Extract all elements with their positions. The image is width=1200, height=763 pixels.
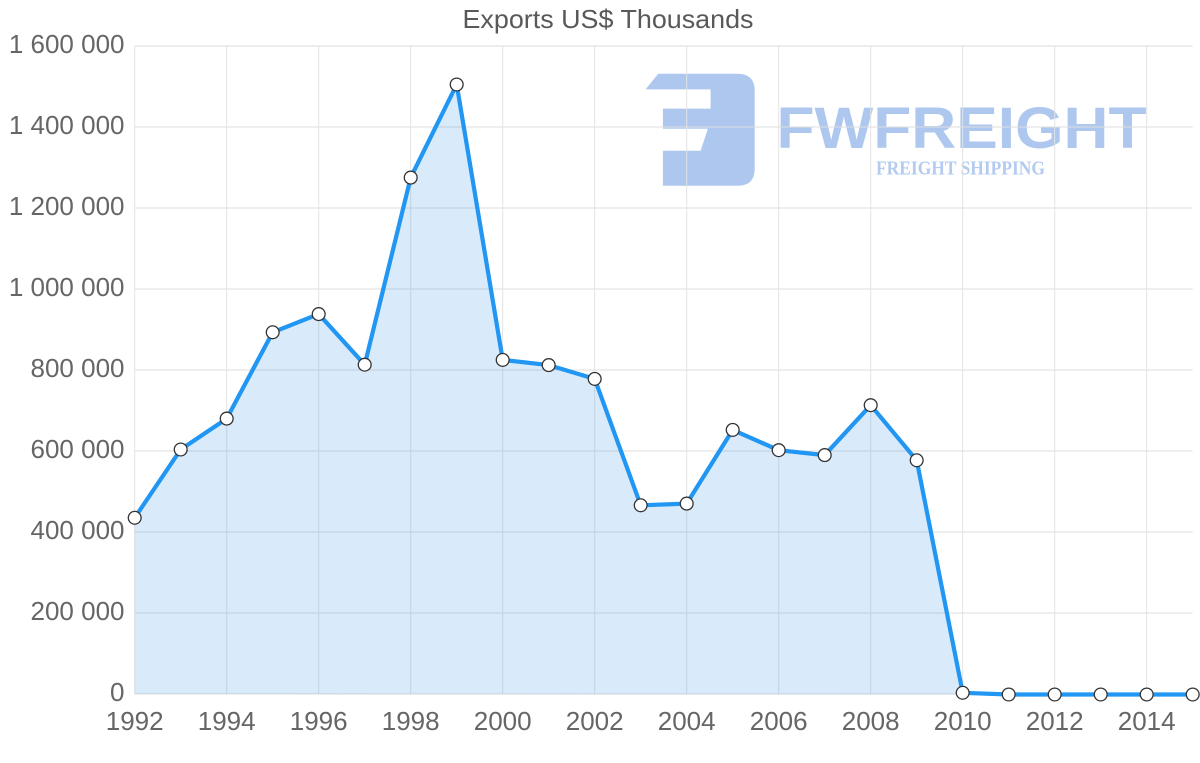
- svg-text:2000: 2000: [474, 706, 532, 736]
- svg-text:1 000 000: 1 000 000: [9, 272, 125, 302]
- svg-text:FWFREIGHT: FWFREIGHT: [777, 96, 1147, 161]
- svg-text:1 200 000: 1 200 000: [9, 191, 125, 221]
- svg-text:1 600 000: 1 600 000: [9, 29, 125, 59]
- svg-text:200 000: 200 000: [31, 596, 125, 626]
- svg-text:1 400 000: 1 400 000: [9, 110, 125, 140]
- svg-text:400 000: 400 000: [31, 515, 125, 545]
- svg-text:1992: 1992: [106, 706, 164, 736]
- svg-text:2002: 2002: [566, 706, 624, 736]
- svg-text:Exports US$ Thousands: Exports US$ Thousands: [463, 4, 754, 34]
- svg-text:2008: 2008: [842, 706, 900, 736]
- svg-text:2012: 2012: [1026, 706, 1084, 736]
- svg-text:600 000: 600 000: [31, 434, 125, 464]
- svg-text:2004: 2004: [658, 706, 716, 736]
- svg-text:1994: 1994: [198, 706, 256, 736]
- svg-text:1996: 1996: [290, 706, 348, 736]
- svg-text:2014: 2014: [1118, 706, 1176, 736]
- svg-text:2006: 2006: [750, 706, 808, 736]
- svg-text:0: 0: [110, 677, 124, 707]
- svg-text:1998: 1998: [382, 706, 440, 736]
- svg-text:2010: 2010: [934, 706, 992, 736]
- svg-text:800 000: 800 000: [31, 353, 125, 383]
- svg-text:FREIGHT SHIPPING: FREIGHT SHIPPING: [876, 158, 1045, 180]
